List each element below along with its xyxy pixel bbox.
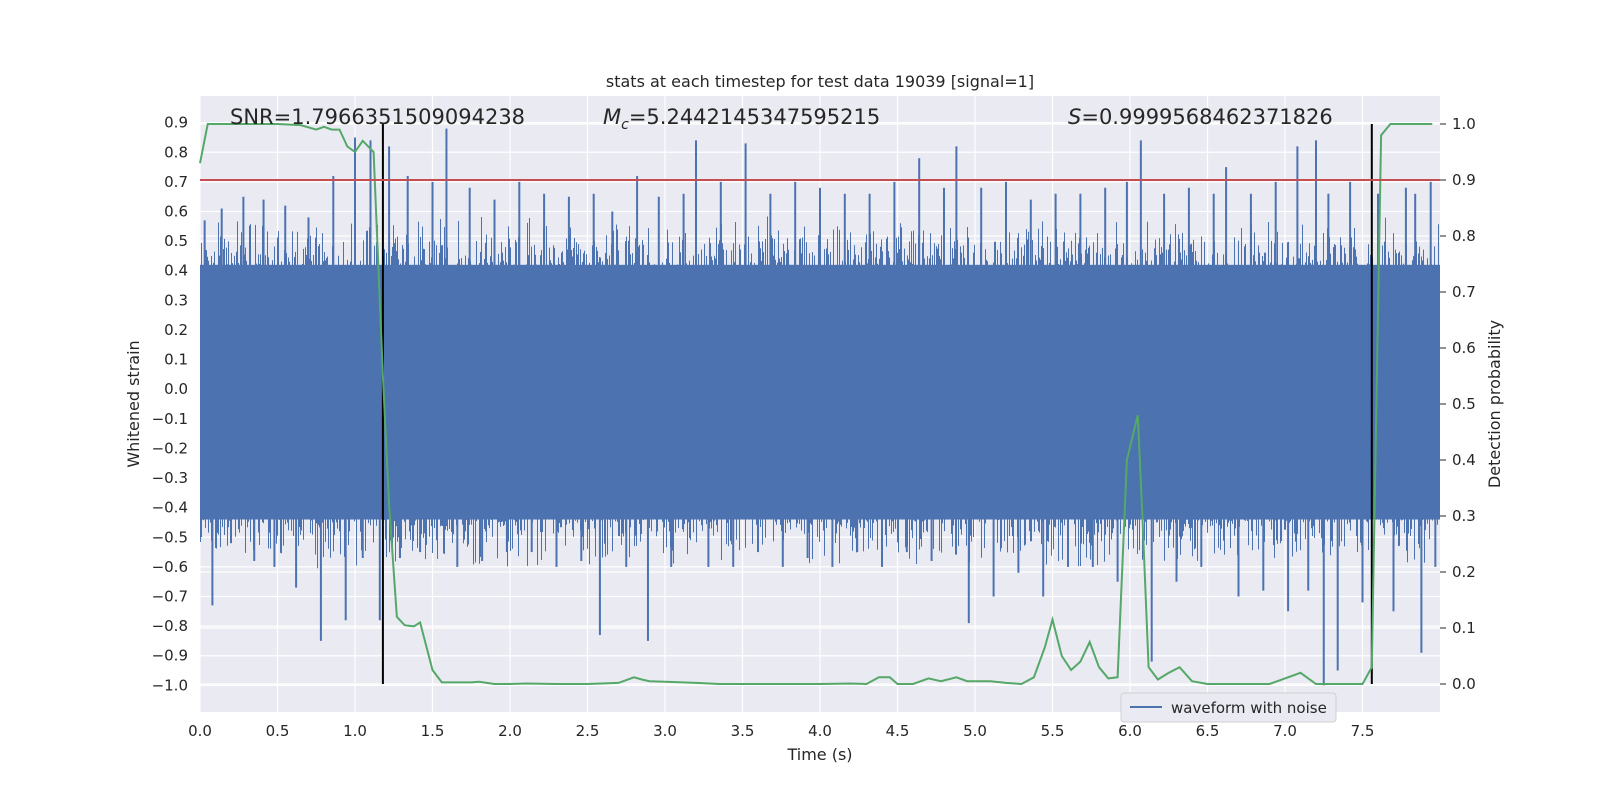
x-tick-label: 0.5 <box>266 722 290 740</box>
s-annotation: S=0.9999568462371826 <box>1068 105 1333 129</box>
y-tick-label: −0.8 <box>152 617 188 635</box>
x-tick-label: 1.5 <box>421 722 445 740</box>
y-tick-label: −0.3 <box>152 469 188 487</box>
y-tick-label: 0.5 <box>164 232 188 250</box>
vertical-markers <box>381 124 1373 684</box>
y-right-axis-label: Detection probability <box>1485 320 1504 488</box>
y-right-tick-label: 0.9 <box>1452 171 1476 189</box>
probability-series <box>199 123 1433 686</box>
y-right-tick-label: 0.3 <box>1452 507 1476 525</box>
y-tick-label: −0.1 <box>152 410 188 428</box>
x-tick-label: 5.0 <box>963 722 987 740</box>
x-tick-label: 2.5 <box>576 722 600 740</box>
y-tick-label: 0.8 <box>164 143 188 161</box>
y-tick-label: 0.2 <box>164 321 188 339</box>
mc-symbol: M <box>603 105 621 129</box>
x-tick-label: 0.0 <box>188 722 212 740</box>
x-tick-label: 3.0 <box>653 722 677 740</box>
x-tick-labels: 0.0 0.5 1.0 1.5 2.0 2.5 3.0 3.5 4.0 4.5 5.0 5.5 6.0 6… <box>188 722 1374 740</box>
y-tick-label: −0.2 <box>152 439 188 457</box>
y-right-tick-label: 0.6 <box>1452 339 1476 357</box>
legend: waveform with noise <box>1120 692 1337 723</box>
x-tick-label: 5.5 <box>1041 722 1065 740</box>
y-tick-label: −1.0 <box>152 676 188 694</box>
y-right-tick-label: 0.5 <box>1452 395 1476 413</box>
x-tick-label: 4.5 <box>886 722 910 740</box>
y-tick-label: 0.1 <box>164 351 188 369</box>
y-right-tick-label: 0.0 <box>1452 675 1476 693</box>
y-right-tick-label: 1.0 <box>1452 115 1476 133</box>
x-tick-label: 6.5 <box>1196 722 1220 740</box>
mc-value: =5.2442145347595215 <box>629 105 880 129</box>
chart-title: stats at each timestep for test data 190… <box>606 72 1034 91</box>
waveform-series <box>200 128 1440 686</box>
y-tick-label: −0.4 <box>152 499 188 517</box>
y-right-tick-label: 0.7 <box>1452 283 1476 301</box>
y-tick-label: 0.0 <box>164 380 188 398</box>
x-tick-label: 4.0 <box>808 722 832 740</box>
y-tick-label: −0.7 <box>152 588 188 606</box>
mc-subscript: c <box>621 117 629 133</box>
legend-box <box>1120 692 1337 723</box>
y-tick-label: 0.4 <box>164 262 188 280</box>
y-tick-label: 0.3 <box>164 291 188 309</box>
x-tick-label: 3.5 <box>731 722 755 740</box>
y-right-tick-label: 0.2 <box>1452 563 1476 581</box>
y-right-tick-label: 0.8 <box>1452 227 1476 245</box>
x-tick-label: 7.5 <box>1351 722 1375 740</box>
y-axis-label: Whitened strain <box>124 340 143 467</box>
legend-label: waveform with noise <box>1171 699 1327 717</box>
y-tick-label: 0.7 <box>164 173 188 191</box>
probability-line <box>199 123 1433 686</box>
s-value: =0.9999568462371826 <box>1081 105 1332 129</box>
y-tick-label: 0.9 <box>164 114 188 132</box>
x-tick-label: 1.0 <box>343 722 367 740</box>
x-tick-label: 7.0 <box>1273 722 1297 740</box>
s-symbol: S <box>1068 105 1081 129</box>
x-tick-label: 2.0 <box>498 722 522 740</box>
snr-annotation: SNR=1.7966351509094238 <box>230 105 525 129</box>
y-tick-label: 0.6 <box>164 203 188 221</box>
y-tick-label: −0.5 <box>152 528 188 546</box>
x-tick-label: 6.0 <box>1118 722 1142 740</box>
y-tick-label: −0.6 <box>152 558 188 576</box>
y-tick-labels: 0.9 0.8 0.7 0.6 0.5 0.4 0.3 0.2 0.1 0.0 −0.1 −0.2 −0… <box>152 114 188 695</box>
mc-annotation: Mc=5.2442145347595215 <box>603 105 880 133</box>
x-axis-label: Time (s) <box>786 745 852 764</box>
y-right-tick-labels: 1.0 0.9 0.8 0.7 0.6 0.5 0.4 0.3 0.2 0.1 0.0 <box>1440 115 1476 693</box>
y-right-tick-label: 0.1 <box>1452 619 1476 637</box>
y-tick-label: −0.9 <box>152 647 188 665</box>
y-right-tick-label: 0.4 <box>1452 451 1476 469</box>
